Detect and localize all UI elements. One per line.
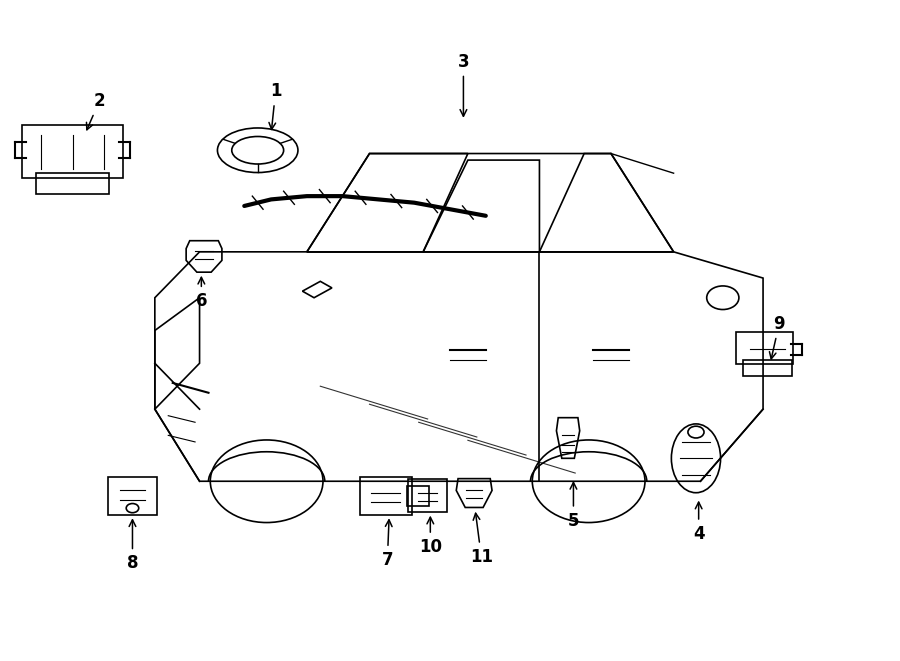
- Text: 8: 8: [127, 520, 139, 572]
- Text: 5: 5: [568, 483, 580, 529]
- Text: 4: 4: [693, 502, 705, 543]
- Text: 9: 9: [770, 315, 785, 359]
- Text: 2: 2: [86, 92, 105, 130]
- Text: 1: 1: [269, 82, 282, 130]
- Text: 11: 11: [470, 513, 493, 566]
- Text: 10: 10: [418, 517, 442, 556]
- Text: 3: 3: [457, 53, 469, 116]
- Text: 7: 7: [382, 520, 393, 569]
- Text: 6: 6: [195, 278, 207, 310]
